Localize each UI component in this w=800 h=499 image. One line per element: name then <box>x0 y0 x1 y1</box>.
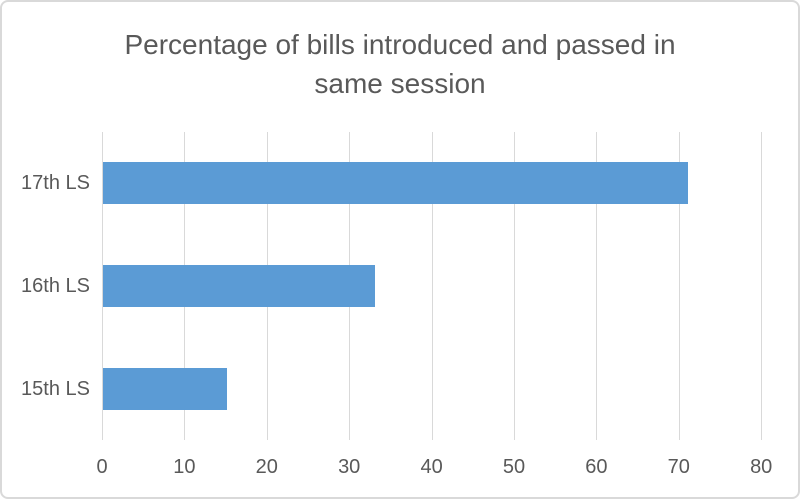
x-tick-label: 60 <box>585 456 608 478</box>
x-tick-label: 20 <box>255 456 278 478</box>
x-gridline-60 <box>596 132 598 440</box>
category-label: 16th LS <box>21 275 90 297</box>
x-tick-label: 80 <box>750 456 773 478</box>
chart-title: Percentage of bills introduced and passe… <box>2 26 798 103</box>
x-tick-label: 10 <box>173 456 196 478</box>
x-tick-label: 50 <box>502 456 526 478</box>
bar-17th-ls <box>103 162 689 205</box>
x-tick-label: 70 <box>667 456 690 478</box>
category-label: 17th LS <box>21 172 90 195</box>
x-tick-label: 40 <box>420 456 443 478</box>
plot-area <box>102 132 797 440</box>
x-gridline-50 <box>514 132 515 440</box>
chart-title-line-2: same session <box>314 67 486 99</box>
bar-16th-ls <box>103 265 375 307</box>
x-gridline-40 <box>431 132 433 440</box>
category-label: 15th LS <box>21 377 90 400</box>
x-tick-label: 0 <box>96 456 108 478</box>
x-gridline-80 <box>761 132 763 440</box>
x-gridline-0 <box>102 132 103 440</box>
bar-15th-ls <box>103 367 227 410</box>
x-gridline-70 <box>678 132 680 440</box>
x-tick-label: 30 <box>338 456 361 478</box>
chart-title-line-1: Percentage of bills introduced and passe… <box>124 29 676 60</box>
